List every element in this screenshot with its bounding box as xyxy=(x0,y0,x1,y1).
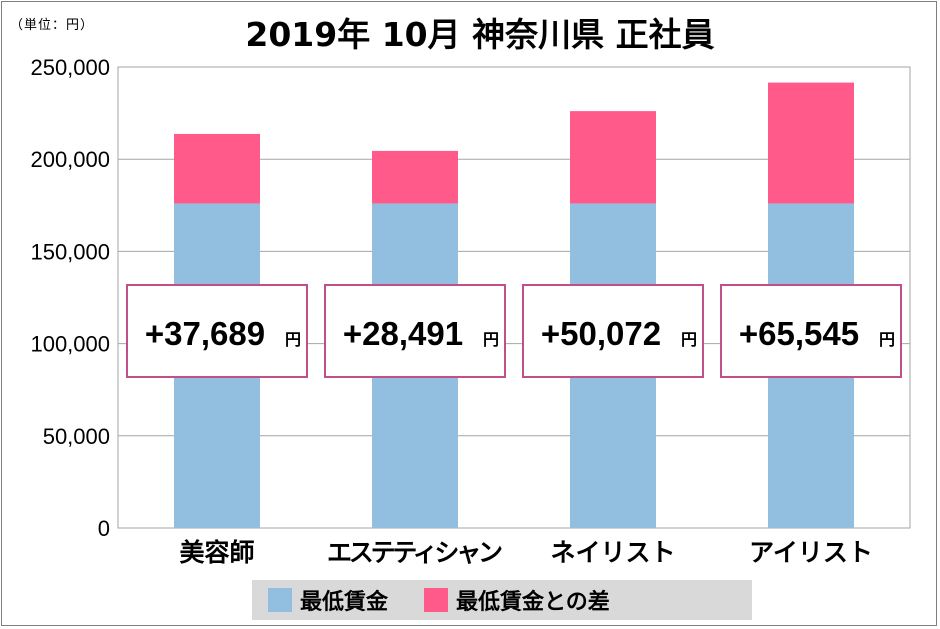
diff-annotation-box xyxy=(522,284,704,378)
diff-annotation-unit: 円 xyxy=(879,330,895,349)
bar-diff xyxy=(768,82,854,204)
diff-annotation-box xyxy=(126,284,308,378)
diff-annotation-unit: 円 xyxy=(681,330,697,349)
legend-swatch-diff xyxy=(424,588,449,612)
legend-swatch-base xyxy=(268,588,292,612)
legend: 最低賃金 最低賃金との差 xyxy=(252,580,752,620)
y-tick-label: 0 xyxy=(98,516,110,541)
diff-annotation-unit: 円 xyxy=(483,330,499,349)
chart-title: 2019年 10月 神奈川県 正社員 xyxy=(245,15,715,54)
diff-annotation-value: +37,689 xyxy=(145,315,265,352)
y-tick-label: 250,000 xyxy=(30,55,110,80)
unit-label: （単位：円） xyxy=(10,18,95,33)
legend-label-base: 最低賃金 xyxy=(300,590,389,615)
x-tick-label: ネイリスト xyxy=(550,538,675,567)
bar-diff xyxy=(570,111,656,204)
y-tick-label: 200,000 xyxy=(30,147,110,172)
diff-annotation-value: +28,491 xyxy=(343,315,463,352)
x-tick-label: エステティシャン xyxy=(327,538,503,567)
x-tick-label: 美容師 xyxy=(179,538,254,567)
diff-annotation-value: +50,072 xyxy=(541,315,661,352)
diff-annotation-box xyxy=(324,284,506,378)
y-tick-label: 50,000 xyxy=(43,424,110,449)
y-tick-label: 150,000 xyxy=(30,239,110,264)
diff-annotation-box xyxy=(720,284,902,378)
bar-diff xyxy=(372,150,458,204)
diff-annotation-value: +65,545 xyxy=(739,315,859,352)
legend-label-diff: 最低賃金との差 xyxy=(456,590,610,615)
bar-diff xyxy=(174,133,260,204)
legend-item-base: 最低賃金 xyxy=(268,584,388,616)
legend-item-diff: 最低賃金との差 xyxy=(424,584,610,616)
diff-annotation-unit: 円 xyxy=(285,330,301,349)
x-tick-label: アイリスト xyxy=(749,538,873,567)
y-tick-label: 100,000 xyxy=(30,332,110,357)
